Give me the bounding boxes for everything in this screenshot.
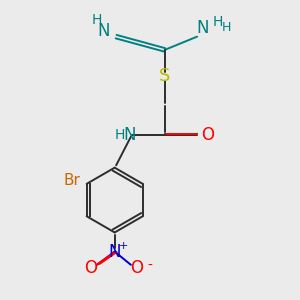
Text: O: O [85, 259, 98, 277]
Text: H: H [115, 128, 125, 142]
Text: O: O [130, 259, 143, 277]
Text: H: H [222, 21, 231, 34]
Text: N: N [98, 22, 110, 40]
Text: N: N [124, 126, 136, 144]
Text: N: N [197, 19, 209, 37]
Text: Br: Br [64, 173, 81, 188]
Text: H: H [212, 15, 223, 29]
Text: +: + [119, 241, 128, 251]
Text: S: S [159, 68, 170, 85]
Text: -: - [148, 259, 152, 273]
Text: N: N [108, 243, 121, 261]
Text: O: O [201, 126, 214, 144]
Text: H: H [92, 14, 102, 27]
